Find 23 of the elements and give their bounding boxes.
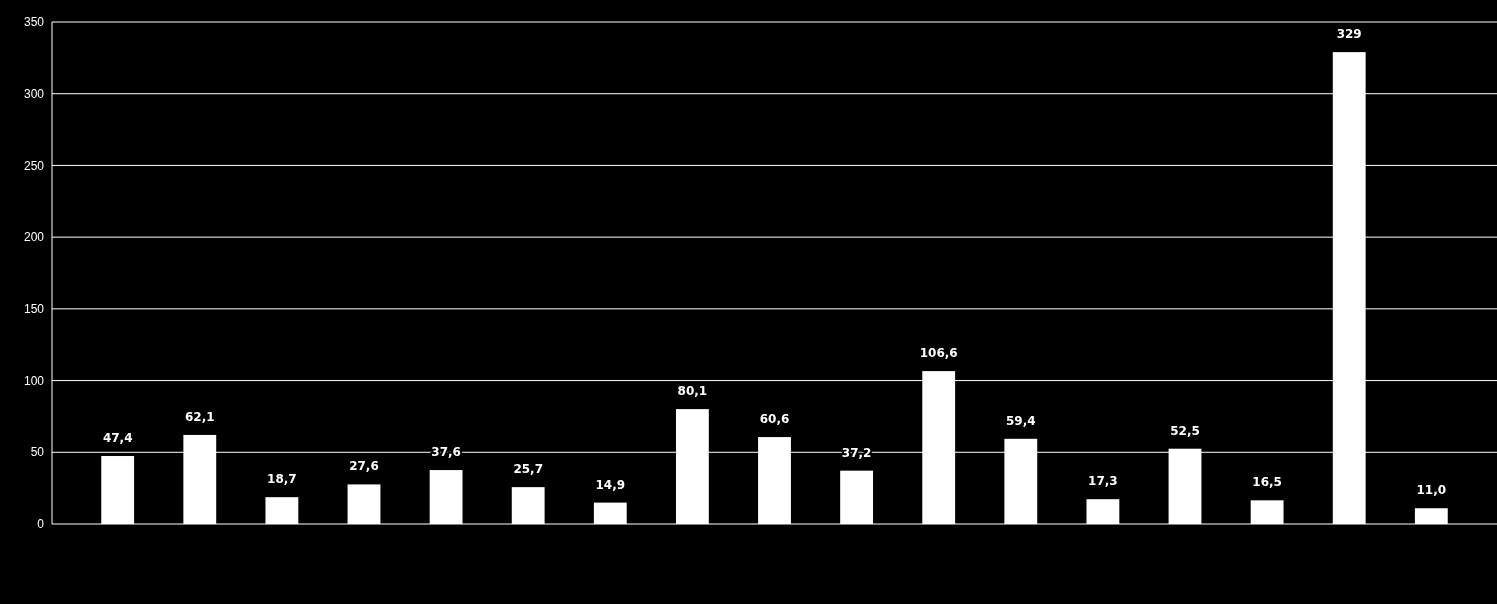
data-label: 329 (1336, 27, 1362, 42)
data-label: 47,4 (102, 431, 133, 446)
y-tick-label: 300 (23, 86, 45, 101)
data-label: 27,6 (349, 459, 379, 474)
data-label: 16,5 (1252, 475, 1282, 490)
y-tick-label: 350 (23, 15, 45, 30)
y-tick-label: 0 (37, 517, 45, 532)
y-tick-label: 250 (23, 158, 45, 173)
data-label: 60,6 (759, 412, 790, 427)
data-label: 52,5 (1170, 423, 1200, 438)
data-label: 25,7 (513, 462, 543, 477)
y-tick-label: 100 (23, 373, 45, 388)
data-label: 106,6 (919, 346, 958, 361)
y-tick-label: 50 (30, 445, 45, 460)
data-label: 59,4 (1006, 413, 1036, 428)
data-label: 80,1 (677, 384, 708, 399)
y-tick-label: 200 (23, 230, 45, 245)
data-label: 14,9 (595, 477, 626, 492)
data-label: 11,0 (1416, 483, 1447, 498)
y-tick-label: 150 (23, 302, 45, 317)
data-label: 62,1 (184, 409, 215, 424)
data-label: 18,7 (267, 472, 297, 487)
data-label: 17,3 (1088, 474, 1118, 489)
